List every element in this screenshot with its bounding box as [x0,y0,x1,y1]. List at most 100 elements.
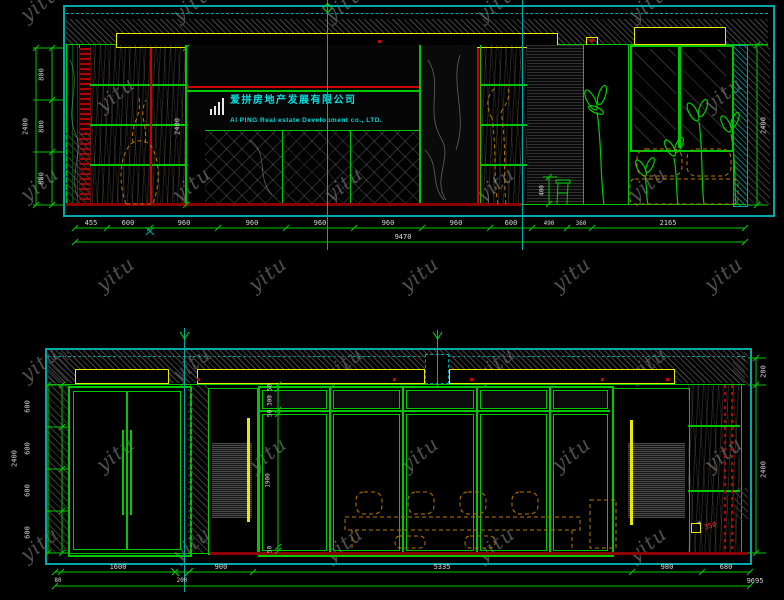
transom-pane [480,390,547,409]
potted-plants [584,84,740,206]
dim-label: 980 [660,563,674,571]
shelf-line [480,84,527,86]
partition-mullion [402,386,404,553]
door-leaf [127,391,181,550]
door-handle [122,430,124,515]
wall-return-line [741,385,742,553]
ceiling-dashed-line-a [66,13,768,14]
desk-divider [350,130,351,205]
transom-pane [333,390,400,409]
dim-label: 600 [23,526,32,539]
dims-b-left [44,381,70,557]
dim-label: 960 [245,219,259,227]
dim-total-label: 2400 [21,118,30,135]
wall-opening [583,45,629,205]
dim-label: 50 [266,409,274,418]
dim-total-label: 9695 [746,577,764,585]
dim-label: 600 [23,484,32,497]
reception-desk-panel [205,130,419,206]
dim-label: 400 [538,185,546,196]
dim-label: 600 [504,219,518,227]
floor-line-red-a [66,203,521,206]
hidden-edge-red [724,385,726,553]
shelf-line [480,164,527,166]
light-dot [590,39,593,42]
partition-mullion [549,386,551,553]
dim-label: 960 [177,219,191,227]
dims-b-right [748,354,766,557]
light-dot [393,378,396,381]
wall-section-hatch [188,385,208,553]
glass-pane [683,49,726,144]
logo-bar [222,98,224,115]
door-mesh-panel [212,443,252,518]
shelf-line [480,124,527,126]
glass-pane-blinds [480,414,547,551]
datum-markers [170,2,443,577]
light-dot [601,378,604,381]
dim-label: 960 [381,219,395,227]
shelf-line [90,84,185,86]
dim-label: 2165 [659,219,677,227]
furniture-a-dashed [120,83,739,205]
door-handle-strip [247,418,250,522]
logo-bar [214,106,216,115]
office-partition [258,386,614,557]
furniture-b-dashed [344,491,617,549]
door-handle-strip [630,420,633,525]
hidden-edge-red [731,385,733,553]
light-dot [378,40,381,43]
transom-pane [553,390,608,409]
switch-detail-box [691,523,701,533]
wall-section-hatch [733,352,748,384]
glass-pane-blinds [262,414,327,551]
dim-label: 360 [575,220,587,227]
dim-label: 1600 [109,563,127,571]
floor-line-green-b [68,553,210,554]
centerlines [145,0,523,592]
red-trim-line [477,48,479,205]
light-dot [197,378,200,381]
panel-divider [419,45,421,205]
partition-mullion [329,386,331,553]
partition-mullion [476,386,478,553]
logo-bar [218,102,220,115]
glass-pane-blinds [333,414,400,551]
dim-label: 800 [37,172,46,185]
company-name-en: AI PING Real estate Development co., LTD… [230,117,383,124]
dim-total-label: 2400 [10,450,19,467]
elevation-b-border [45,348,752,565]
wall-section-hatch [735,488,748,521]
shelf-line [688,425,740,427]
dark-feature-wall [527,45,583,205]
desk-divider [282,130,283,205]
dim-label: 960 [313,219,327,227]
red-accent-line [187,86,419,88]
partition-mullion [678,45,681,148]
transom-line [258,410,610,412]
dim-label: 600 [121,219,135,227]
dims-a-bottom [71,224,749,246]
dim-label: 50 [266,545,274,554]
floor-line-green-a [521,204,746,205]
bar-chart-logo [210,98,226,116]
dims-a-inner [182,44,190,209]
marble-column [421,45,477,205]
light-dot [666,378,669,381]
transom-pane [406,390,474,409]
wall-top-line-b [48,384,745,385]
cove-light [634,27,726,45]
red-trim-line [150,48,152,205]
floor-line-red-b [210,552,748,555]
shelf-line [90,124,185,126]
logo-bar [210,109,212,115]
dim-label: 960 [449,219,463,227]
dims-a-left [32,44,64,209]
dim-label: 2400 [759,461,768,478]
green-accent-line [187,90,419,92]
stool [555,179,571,205]
shelf-line [688,490,740,492]
dim-label: 680 [719,563,733,571]
cove-light [449,369,675,384]
door-handle [130,430,132,515]
